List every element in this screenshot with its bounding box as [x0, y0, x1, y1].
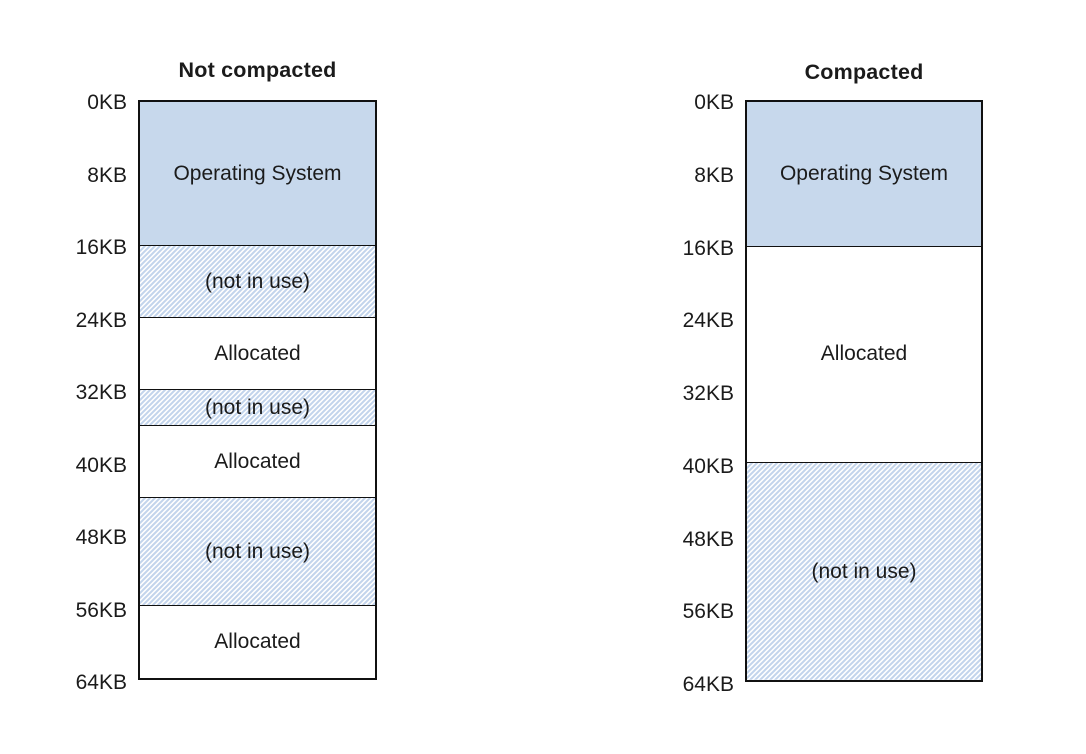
segment-label: (not in use): [811, 559, 917, 583]
memory-segment-allocated: Allocated: [140, 606, 375, 678]
memory-segment-os: Operating System: [140, 102, 375, 246]
tick-label-not-compacted-40kb: 40KB: [75, 453, 127, 477]
segment-label: (not in use): [204, 395, 311, 419]
tick-label-compacted-48kb: 48KB: [682, 527, 734, 551]
segment-label: (not in use): [204, 539, 311, 563]
tick-label-not-compacted-0kb: 0KB: [87, 91, 127, 114]
tick-label-compacted-64kb: 64KB: [682, 673, 734, 696]
memory-segment-free: (not in use): [747, 463, 981, 680]
diagonal-hatch-fill: [140, 390, 375, 425]
segment-label: Operating System: [173, 161, 342, 185]
tick-label-not-compacted-48kb: 48KB: [75, 526, 127, 549]
tick-label-compacted-56kb: 56KB: [682, 600, 734, 624]
segment-label: Operating System: [779, 161, 949, 185]
memory-column-not-compacted: Operating System (not in use) Allocated (no…: [138, 100, 377, 680]
tick-label-compacted-24kb: 24KB: [682, 309, 734, 333]
tick-label-compacted-0kb: 0KB: [694, 91, 734, 114]
tick-label-compacted-8kb: 8KB: [694, 163, 734, 187]
memory-segment-free: (not in use): [140, 390, 375, 426]
segment-label: (not in use): [204, 269, 311, 293]
tick-label-not-compacted-56kb: 56KB: [75, 598, 127, 622]
tick-label-not-compacted-8kb: 8KB: [87, 163, 127, 187]
memory-segment-allocated: Allocated: [140, 318, 375, 390]
tick-label-compacted-40kb: 40KB: [682, 454, 734, 478]
tick-label-not-compacted-16kb: 16KB: [75, 236, 127, 259]
segment-label: Allocated: [820, 342, 908, 366]
diagonal-hatch-fill: [747, 463, 981, 680]
memory-segment-allocated: Allocated: [140, 426, 375, 498]
memory-segment-os: Operating System: [747, 102, 981, 247]
memory-column-compacted: Operating System Allocated (not in use): [745, 100, 983, 682]
diagonal-hatch-fill: [140, 498, 375, 605]
tick-label-not-compacted-24kb: 24KB: [75, 308, 127, 332]
segment-label: Allocated: [214, 630, 301, 653]
diagram-title-compacted: Compacted: [804, 60, 924, 84]
tick-label-compacted-32kb: 32KB: [682, 382, 734, 405]
tick-label-compacted-16kb: 16KB: [682, 236, 734, 260]
tick-label-not-compacted-64kb: 64KB: [75, 671, 127, 694]
segment-label: Allocated: [214, 449, 301, 473]
memory-segment-allocated: Allocated: [747, 246, 981, 464]
segment-label: Allocated: [214, 341, 301, 365]
memory-segment-free: (not in use): [140, 246, 375, 318]
diagram-title-not-compacted: Not compacted: [178, 58, 337, 82]
memory-segment-free: (not in use): [140, 498, 375, 606]
tick-label-not-compacted-32kb: 32KB: [75, 381, 127, 404]
diagonal-hatch-fill: [140, 246, 375, 317]
